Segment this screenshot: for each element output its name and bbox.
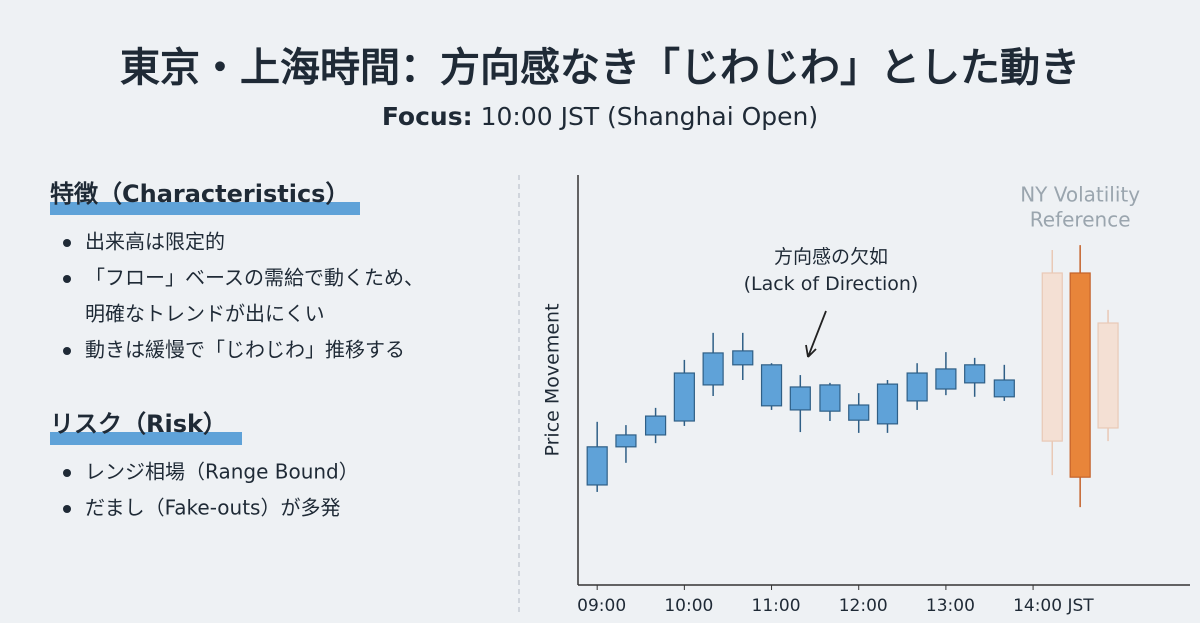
bullet: [63, 239, 71, 247]
candle-body: [819, 384, 841, 412]
reference-label: NY Volatility: [1020, 183, 1140, 207]
candle-body: [848, 404, 870, 421]
bullet: [63, 347, 71, 355]
annotation: (Lack of Direction): [744, 273, 919, 295]
x-tick-label: 11:00: [752, 596, 801, 616]
heading-underline: [50, 432, 242, 445]
candle-body: [615, 434, 637, 448]
bullet-text: 動きは緩慢で「じわじわ」推移する: [85, 338, 405, 362]
section-heading: 特徴（Characteristics）: [50, 180, 349, 208]
candle-body: [993, 379, 1015, 398]
candle-body: [644, 415, 667, 436]
candle-body: [1041, 272, 1063, 442]
bullet-text: レンジ相場（Range Bound）: [85, 460, 359, 484]
annotation-arrow: [805, 310, 827, 358]
bullet: [63, 275, 71, 283]
candle-body: [673, 372, 695, 422]
x-tick-label: 14:00 JST: [1013, 596, 1094, 616]
candle-body: [702, 352, 724, 386]
y-axis-label: Price Movement: [542, 303, 564, 456]
reference-label: Reference: [1030, 208, 1131, 232]
candle-body: [1069, 272, 1091, 478]
section-heading: リスク（Risk）: [50, 410, 227, 438]
candle-body: [760, 364, 783, 407]
focus-label: Focus:: [382, 102, 473, 131]
bullet: [63, 469, 71, 477]
bullet-text: だまし（Fake-outs）が多発: [85, 496, 340, 520]
bullet: [63, 505, 71, 513]
bullet-text: 「フロー」ベースの需給で動くため、: [85, 266, 424, 290]
candle-body: [586, 446, 608, 486]
annotation: 方向感の欠如: [774, 246, 888, 268]
bullet-text: 出来高は限定的: [85, 230, 225, 254]
candle-body: [876, 383, 899, 425]
candle-body: [964, 364, 986, 384]
title: 東京・上海時間：方向感なき「じわじわ」とした動き: [120, 45, 1080, 91]
focus-text: 10:00 JST (Shanghai Open): [481, 102, 819, 131]
bullet-text: 明確なトレンドが出にくい: [85, 302, 325, 326]
candle-body: [935, 368, 957, 390]
x-tick-label: 12:00: [839, 596, 888, 616]
candle-body: [789, 386, 811, 411]
x-tick-label: 13:00: [926, 596, 975, 616]
subtitle: Focus: 10:00 JST (Shanghai Open): [382, 102, 818, 131]
candle-body: [1097, 322, 1119, 429]
x-tick-label: 09:00: [577, 596, 626, 616]
x-tick-label: 10:00: [664, 596, 713, 616]
heading-underline: [50, 202, 360, 215]
candle-body: [906, 372, 928, 402]
candle-body: [732, 350, 754, 366]
